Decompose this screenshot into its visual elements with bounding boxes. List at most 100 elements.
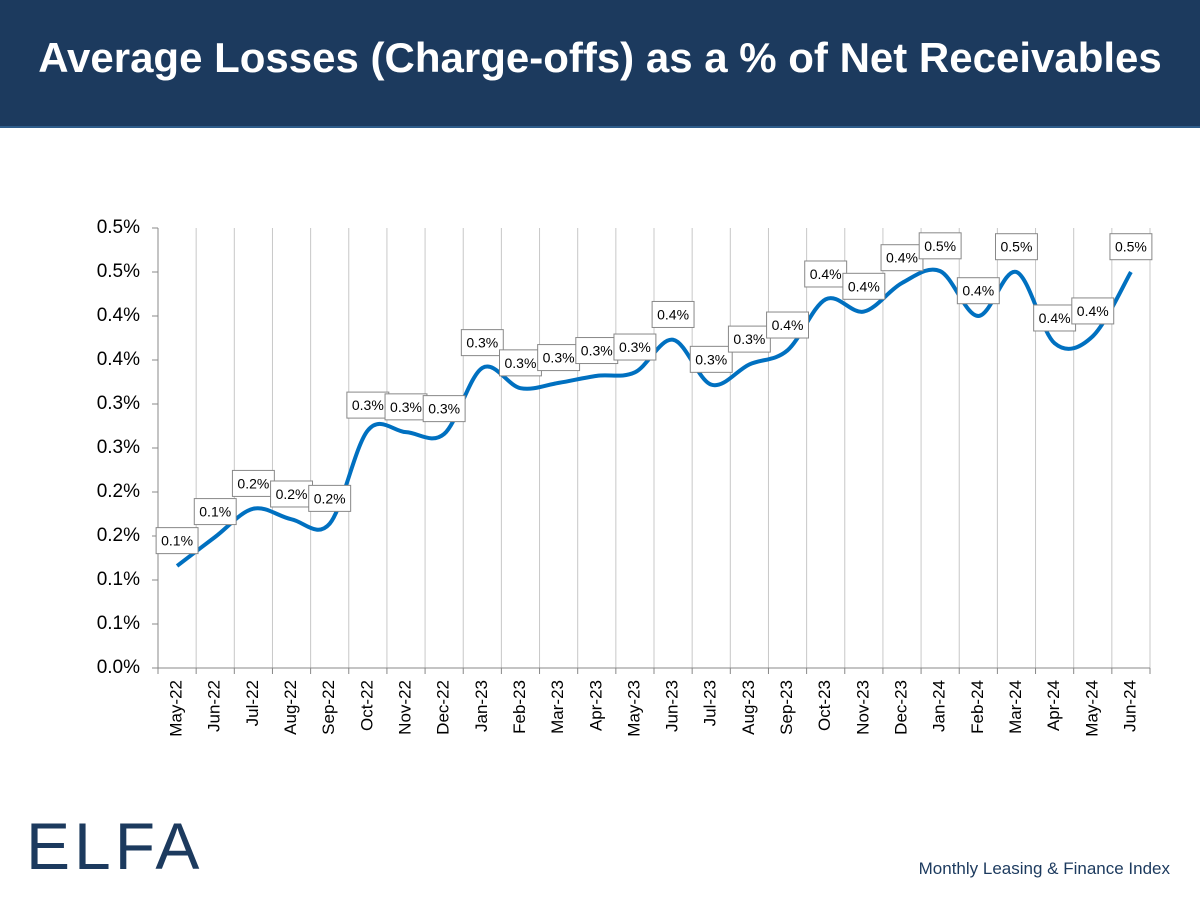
y-tick-label: 0.2% [97, 525, 140, 546]
y-tick-label: 0.5% [97, 217, 140, 238]
data-label: 0.3% [689, 345, 733, 373]
data-label-box [1109, 233, 1153, 261]
x-tick-label: Jul-23 [701, 680, 720, 726]
x-tick-label: Nov-22 [395, 680, 414, 735]
data-label-text: 0.4% [657, 306, 689, 322]
data-label-box [422, 395, 466, 423]
data-label: 0.2% [231, 469, 275, 497]
y-tick-label: 0.0% [97, 657, 140, 678]
data-label: 0.3% [537, 344, 581, 372]
data-label-text: 0.2% [276, 486, 308, 502]
data-label-box [689, 345, 733, 373]
data-label: 0.4% [766, 311, 809, 339]
data-label-text: 0.3% [543, 350, 575, 366]
data-label-text: 0.2% [314, 490, 346, 506]
data-label-text: 0.3% [581, 343, 613, 359]
data-label-text: 0.1% [161, 533, 193, 549]
data-label-box [956, 277, 1000, 305]
data-label-text: 0.5% [1001, 239, 1033, 255]
x-tick-label: Mar-24 [1006, 680, 1025, 734]
data-label-box [155, 527, 199, 555]
x-tick-label: Mar-23 [548, 680, 567, 734]
data-label-box [575, 337, 619, 365]
x-tick-label: May-22 [167, 680, 186, 737]
data-label-box [193, 498, 237, 526]
y-tick-label: 0.5% [97, 261, 140, 282]
x-tick-label: Sep-22 [319, 680, 338, 735]
x-tick-label: May-24 [1082, 680, 1101, 737]
data-label: 0.5% [1109, 233, 1153, 261]
x-tick-label: Feb-24 [968, 680, 987, 734]
data-label-text: 0.4% [810, 266, 842, 282]
x-tick-label: Dec-23 [891, 680, 910, 735]
data-label: 0.1% [155, 527, 199, 555]
data-label-box [651, 300, 695, 328]
data-label-box [995, 233, 1038, 261]
data-label-text: 0.2% [237, 475, 269, 491]
data-label-box [842, 272, 886, 300]
data-label: 0.2% [270, 480, 313, 508]
data-label-text: 0.3% [466, 335, 498, 351]
data-label-box [1071, 297, 1115, 325]
data-label-text: 0.3% [390, 399, 422, 415]
y-tick-label: 0.2% [97, 481, 140, 502]
data-label-box [346, 391, 390, 419]
data-label: 0.5% [918, 232, 962, 260]
data-label: 0.3% [613, 333, 657, 361]
data-label-box [613, 333, 657, 361]
x-tick-label: Oct-22 [357, 680, 376, 731]
data-label: 0.3% [727, 325, 771, 353]
x-tick-label: Jul-22 [243, 680, 262, 726]
data-label-text: 0.3% [505, 355, 537, 371]
data-label-text: 0.4% [772, 317, 804, 333]
data-label-text: 0.4% [848, 278, 880, 294]
data-label-text: 0.4% [962, 283, 994, 299]
data-label: 0.4% [880, 244, 924, 272]
data-label: 0.4% [842, 272, 886, 300]
data-label-text: 0.3% [733, 331, 765, 347]
x-tick-label: Aug-22 [281, 680, 300, 735]
y-tick-label: 0.3% [97, 393, 140, 414]
data-label-box [880, 244, 924, 272]
x-tick-label: Aug-23 [739, 680, 758, 735]
chart-title: Average Losses (Charge-offs) as a % of N… [38, 34, 1162, 81]
data-label-box [918, 232, 962, 260]
data-label: 0.3% [384, 393, 428, 421]
x-tick-label: Jan-24 [930, 680, 949, 732]
data-label: 0.4% [651, 300, 695, 328]
header: Average Losses (Charge-offs) as a % of N… [0, 0, 1200, 128]
data-label: 0.5% [995, 233, 1038, 261]
data-label-text: 0.3% [695, 351, 727, 367]
x-tick-label: Jan-23 [472, 680, 491, 732]
data-label-text: 0.3% [352, 397, 384, 413]
data-label-box [460, 329, 504, 357]
data-label-box [308, 484, 352, 512]
data-label-box [766, 311, 809, 339]
data-label-text: 0.3% [619, 339, 651, 355]
x-tick-label: Apr-23 [586, 680, 605, 731]
data-label-text: 0.4% [1077, 303, 1109, 319]
data-label-box [727, 325, 771, 353]
data-label: 0.2% [308, 484, 352, 512]
data-label: 0.4% [956, 277, 1000, 305]
data-label: 0.3% [460, 329, 504, 357]
y-tick-label: 0.3% [97, 437, 140, 458]
data-label-box [537, 344, 581, 372]
data-label-text: 0.3% [428, 401, 460, 417]
y-tick-label: 0.1% [97, 569, 140, 590]
x-tick-label: Jun-24 [1120, 680, 1139, 732]
data-label: 0.1% [193, 498, 237, 526]
x-tick-label: Jun-23 [663, 680, 682, 732]
data-label-text: 0.5% [1115, 239, 1147, 255]
x-tick-label: Feb-23 [510, 680, 529, 734]
data-label-text: 0.1% [199, 504, 231, 520]
y-tick-label: 0.4% [97, 349, 140, 370]
data-label: 0.3% [499, 349, 542, 377]
x-tick-label: Dec-22 [434, 680, 453, 735]
data-label-box [231, 469, 275, 497]
logo: ELFA [26, 809, 204, 883]
data-label-text: 0.4% [1039, 310, 1071, 326]
data-label: 0.3% [575, 337, 619, 365]
data-label: 0.3% [422, 395, 466, 423]
